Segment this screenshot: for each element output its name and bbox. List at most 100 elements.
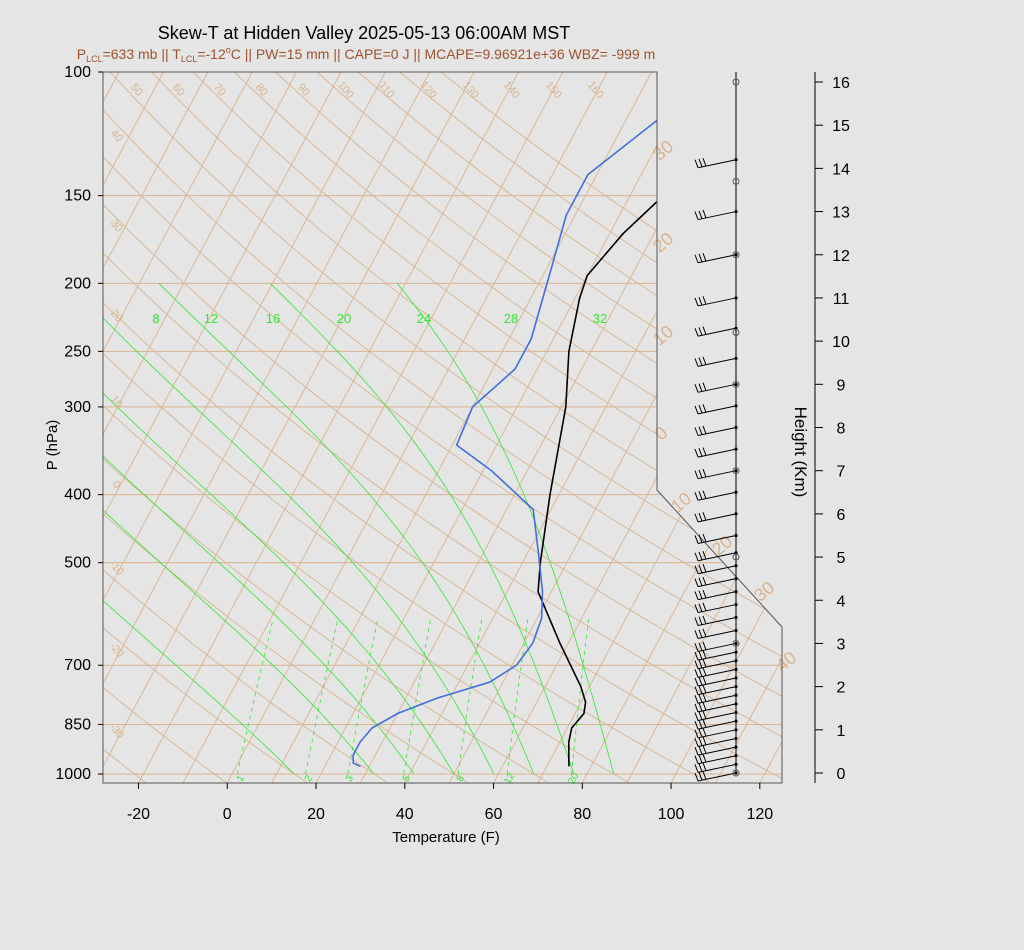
dry-adiabat	[103, 72, 227, 783]
wind-barb	[697, 357, 737, 367]
mixing-ratio-label-bottom: 3	[344, 773, 357, 784]
y-axis-label: P (hPa)	[44, 420, 61, 471]
wind-barb-feather	[694, 669, 699, 678]
wind-barb-feather	[702, 719, 707, 728]
wind-barb-feather	[694, 630, 699, 639]
wind-barb	[697, 729, 737, 739]
x-tick-label: 80	[573, 806, 591, 823]
wind-barb-feather	[698, 357, 703, 366]
wind-barb	[697, 448, 737, 458]
wind-barb	[697, 591, 737, 601]
wind-barb-feather	[694, 492, 699, 501]
mixing-ratio-label-top: 32	[593, 311, 607, 326]
temperature-line	[537, 72, 782, 767]
wind-barb-feather	[702, 615, 707, 625]
wind-barb-dot	[734, 650, 738, 654]
wind-barb-feather	[698, 651, 703, 660]
wind-barb-feather	[698, 603, 703, 612]
wind-barb-feather	[702, 550, 707, 560]
wind-barb-dot	[734, 512, 738, 516]
y-tick-label: 150	[64, 188, 91, 205]
height-tick-label: 1	[837, 723, 846, 740]
wind-barb-feather	[698, 469, 703, 479]
wind-barb	[697, 694, 737, 704]
wind-barb	[697, 552, 737, 562]
wind-barb-feather	[702, 771, 707, 780]
wind-barb	[697, 763, 737, 773]
wind-barb-feather	[694, 591, 699, 600]
wind-barb	[697, 617, 737, 627]
wind-barb-feather	[702, 641, 707, 651]
x-tick-label: 0	[223, 806, 232, 823]
wind-barb-feather	[702, 326, 707, 335]
y-tick-label: 250	[64, 343, 91, 360]
wind-barb-dot	[734, 736, 738, 741]
wind-barbs	[694, 72, 740, 782]
height-marker	[732, 467, 740, 475]
wind-barb	[697, 712, 737, 722]
wind-barb-dot	[734, 710, 738, 715]
moist-adiabat	[103, 283, 375, 775]
wind-barb-feather	[694, 695, 699, 704]
dry-adiabat	[103, 72, 782, 783]
wind-barb-feather	[694, 703, 699, 713]
wind-barb	[697, 720, 737, 730]
height-marker	[732, 328, 740, 336]
height-marker	[732, 78, 740, 86]
height-tick-label: 4	[837, 593, 846, 610]
wind-barb-feather	[698, 383, 703, 392]
wind-barb-dot	[734, 404, 738, 408]
wind-barb-dot	[734, 676, 738, 680]
wind-barb-feather	[698, 746, 703, 755]
wind-barb-feather	[702, 589, 707, 599]
wind-barb-feather	[698, 158, 703, 168]
isotherm-line	[670, 72, 782, 783]
wind-barb-feather	[702, 658, 707, 668]
wind-barb-feather	[698, 534, 703, 543]
height-axis-label: Height (Km)	[791, 407, 810, 498]
x-tick-label: 120	[746, 806, 773, 823]
dry-adiabat	[151, 72, 782, 783]
height-tick-label: 6	[837, 507, 846, 524]
wind-barb-feather	[698, 720, 703, 729]
wind-barb-feather	[694, 712, 699, 721]
y-tick-label: 1000	[55, 766, 91, 783]
wind-barb-feather	[694, 643, 699, 652]
wind-barb-dot	[734, 425, 738, 430]
plot-border	[102, 71, 783, 784]
y-tick-label: 400	[64, 487, 91, 504]
wind-barb	[697, 604, 737, 614]
wind-barb	[697, 629, 737, 639]
wind-barb	[697, 427, 737, 436]
wind-barb-feather	[698, 754, 703, 764]
height-marker	[732, 769, 740, 777]
wind-barb-feather	[702, 157, 707, 167]
wind-barb-dot	[734, 253, 738, 257]
wind-barb	[697, 755, 737, 765]
wind-barb-feather	[702, 628, 707, 638]
wind-barb-dot	[734, 615, 738, 620]
wind-barb-feather	[702, 728, 707, 737]
x-tick-label: 20	[307, 806, 325, 823]
wind-barb-feather	[702, 563, 707, 573]
isotherm-line	[226, 72, 608, 783]
wind-barb	[697, 159, 737, 169]
wind-barb-feather	[702, 209, 707, 219]
isotherm-line	[103, 72, 253, 783]
wind-barb-dot	[734, 326, 738, 330]
wind-barb-feather	[694, 427, 699, 436]
wind-barb-feather	[694, 660, 699, 669]
y-tick-label: 100	[64, 64, 91, 81]
wind-barb-feather	[702, 425, 707, 435]
wind-barb-feather	[694, 405, 699, 415]
wind-barb-feather	[698, 210, 703, 219]
height-marker	[732, 553, 740, 561]
height-tick-label: 10	[832, 334, 850, 351]
dry-adiabat	[233, 72, 782, 783]
wind-barb-dot	[734, 577, 738, 581]
wind-barb	[697, 677, 737, 687]
wind-barb	[697, 565, 737, 575]
isotherm-line	[315, 72, 697, 783]
dry-adiabat	[103, 72, 782, 783]
